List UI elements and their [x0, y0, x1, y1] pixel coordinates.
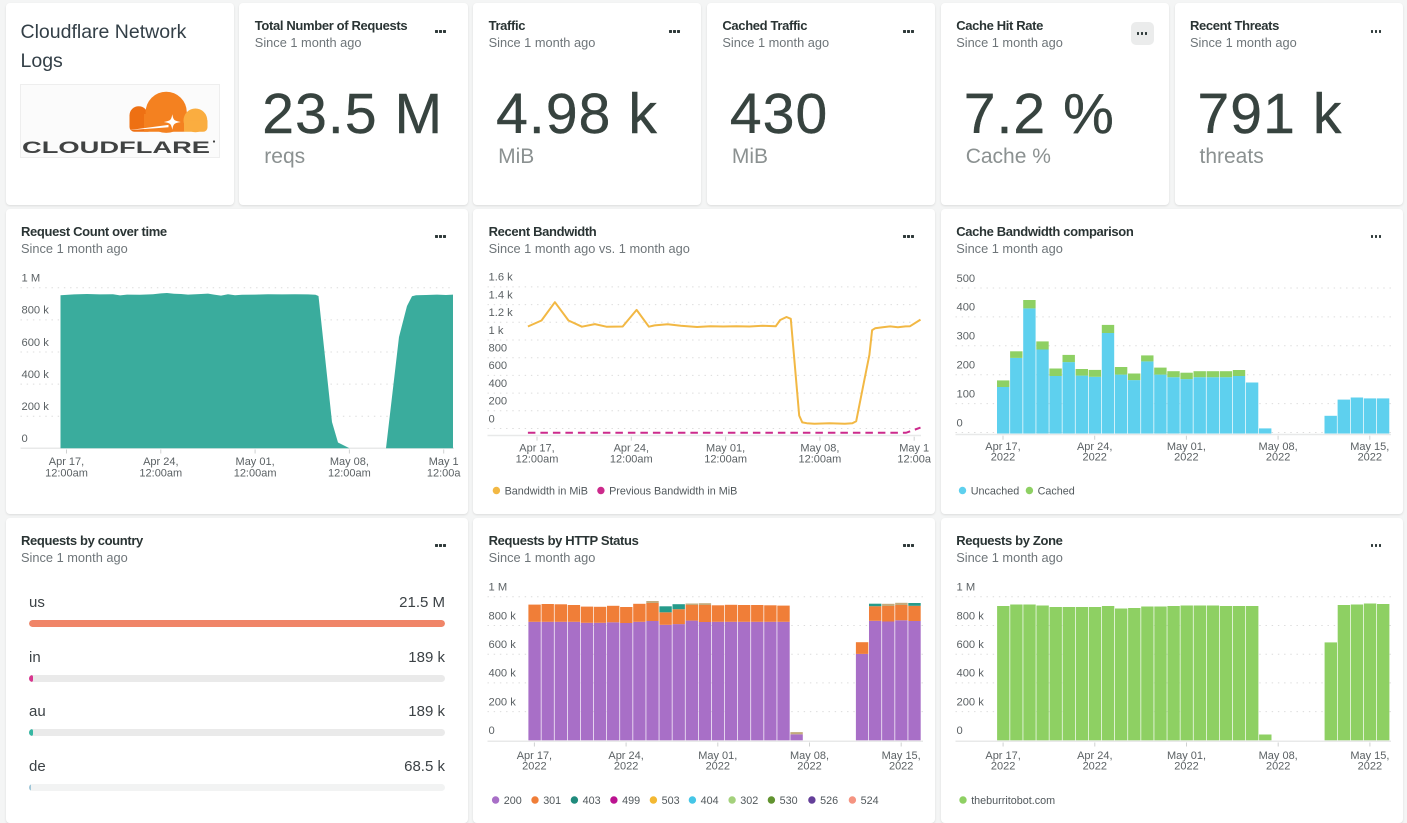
svg-text:301: 301: [543, 795, 561, 807]
svg-text:Apr 24,: Apr 24,: [1077, 441, 1112, 453]
svg-text:524: 524: [861, 795, 879, 807]
svg-text:May 01,: May 01,: [235, 456, 274, 468]
svg-text:526: 526: [820, 795, 838, 807]
svg-text:200: 200: [504, 795, 522, 807]
svg-text:100: 100: [956, 388, 975, 400]
svg-text:May 08,: May 08,: [1258, 750, 1297, 762]
svg-text:Apr 17,: Apr 17,: [517, 750, 552, 762]
svg-text:400 k: 400 k: [956, 668, 984, 680]
svg-text:May 15,: May 15,: [1350, 441, 1389, 453]
svg-text:1.6 k: 1.6 k: [489, 272, 514, 284]
svg-text:2022: 2022: [1357, 452, 1381, 464]
svg-text:800: 800: [489, 343, 508, 355]
svg-text:2022: 2022: [614, 761, 638, 773]
svg-text:600 k: 600 k: [489, 639, 517, 651]
svg-text:403: 403: [583, 795, 601, 807]
svg-text:1 M: 1 M: [21, 273, 40, 285]
svg-text:Previous Bandwidth in MiB: Previous Bandwidth in MiB: [609, 485, 737, 497]
svg-text:May 1: May 1: [899, 442, 929, 454]
svg-text:1.4 k: 1.4 k: [489, 289, 514, 301]
svg-text:0: 0: [956, 725, 962, 737]
svg-text:12:00am: 12:00am: [610, 453, 653, 465]
svg-text:800 k: 800 k: [21, 305, 49, 317]
svg-text:Apr 17,: Apr 17,: [519, 442, 554, 454]
svg-text:2022: 2022: [1266, 761, 1290, 773]
svg-text:12:00am: 12:00am: [328, 467, 371, 479]
svg-text:May 15,: May 15,: [882, 750, 921, 762]
svg-text:theburritobot.com: theburritobot.com: [971, 795, 1055, 807]
svg-text:200 k: 200 k: [956, 696, 984, 708]
svg-text:800 k: 800 k: [489, 610, 517, 622]
svg-text:Apr 17,: Apr 17,: [985, 441, 1020, 453]
svg-text:600 k: 600 k: [21, 337, 49, 349]
svg-text:May 01,: May 01,: [706, 442, 745, 454]
svg-text:Apr 24,: Apr 24,: [143, 456, 178, 468]
svg-text:12:00am: 12:00am: [233, 467, 276, 479]
svg-text:1.2 k: 1.2 k: [489, 307, 514, 319]
svg-text:Uncached: Uncached: [970, 485, 1019, 497]
svg-text:CLOUDFLARE: CLOUDFLARE: [22, 138, 210, 157]
svg-text:12:00am: 12:00am: [516, 453, 559, 465]
svg-text:2022: 2022: [1174, 761, 1198, 773]
svg-text:500: 500: [956, 273, 975, 285]
svg-text:Apr 24,: Apr 24,: [614, 442, 649, 454]
svg-text:12:00am: 12:00am: [139, 467, 182, 479]
svg-text:12:00a: 12:00a: [897, 453, 931, 465]
svg-text:2022: 2022: [990, 452, 1014, 464]
svg-text:2022: 2022: [1082, 452, 1106, 464]
svg-text:May 1: May 1: [428, 456, 458, 468]
svg-text:2022: 2022: [706, 761, 730, 773]
svg-text:600: 600: [489, 360, 508, 372]
svg-text:2022: 2022: [889, 761, 913, 773]
svg-text:Bandwidth in MiB: Bandwidth in MiB: [505, 485, 588, 497]
svg-text:May 08,: May 08,: [800, 442, 839, 454]
svg-text:400: 400: [489, 378, 508, 390]
svg-text:503: 503: [662, 795, 680, 807]
svg-text:May 08,: May 08,: [1258, 441, 1297, 453]
svg-text:499: 499: [622, 795, 640, 807]
svg-text:12:00a: 12:00a: [426, 467, 460, 479]
svg-text:2022: 2022: [1082, 761, 1106, 773]
svg-text:0: 0: [489, 725, 495, 737]
svg-text:May 01,: May 01,: [1167, 750, 1206, 762]
svg-text:404: 404: [701, 795, 719, 807]
svg-text:800 k: 800 k: [956, 610, 984, 622]
svg-text:200: 200: [489, 396, 508, 408]
svg-text:2022: 2022: [797, 761, 821, 773]
svg-text:1 M: 1 M: [956, 582, 975, 594]
svg-text:Apr 24,: Apr 24,: [608, 750, 643, 762]
svg-text:200 k: 200 k: [489, 696, 517, 708]
svg-text:2022: 2022: [1266, 452, 1290, 464]
svg-text:May 01,: May 01,: [1167, 441, 1206, 453]
svg-text:12:00am: 12:00am: [45, 467, 88, 479]
svg-text:Cached: Cached: [1037, 485, 1074, 497]
svg-text:200 k: 200 k: [21, 401, 49, 413]
svg-text:302: 302: [740, 795, 758, 807]
svg-text:Apr 24,: Apr 24,: [1077, 750, 1112, 762]
svg-text:Apr 17,: Apr 17,: [48, 456, 83, 468]
svg-text:12:00am: 12:00am: [704, 453, 747, 465]
svg-text:2022: 2022: [991, 761, 1015, 773]
svg-text:May 08,: May 08,: [790, 750, 829, 762]
svg-text:400: 400: [956, 302, 975, 314]
svg-text:0: 0: [489, 413, 495, 425]
svg-text:12:00am: 12:00am: [799, 453, 842, 465]
svg-text:300: 300: [956, 331, 975, 343]
svg-text:0: 0: [21, 433, 27, 445]
svg-text:2022: 2022: [1357, 761, 1381, 773]
svg-text:400 k: 400 k: [489, 668, 517, 680]
svg-text:May 01,: May 01,: [698, 750, 737, 762]
svg-text:May 15,: May 15,: [1350, 750, 1389, 762]
svg-text:Apr 17,: Apr 17,: [985, 750, 1020, 762]
svg-text:2022: 2022: [522, 761, 546, 773]
svg-text:1 k: 1 k: [489, 325, 504, 337]
svg-text:2022: 2022: [1174, 452, 1198, 464]
svg-text:200: 200: [956, 359, 975, 371]
svg-text:600 k: 600 k: [956, 639, 984, 651]
svg-text:May 08,: May 08,: [329, 456, 368, 468]
svg-text:0: 0: [956, 417, 962, 429]
svg-text:400 k: 400 k: [21, 369, 49, 381]
svg-text:1 M: 1 M: [489, 582, 508, 594]
svg-text:530: 530: [780, 795, 798, 807]
